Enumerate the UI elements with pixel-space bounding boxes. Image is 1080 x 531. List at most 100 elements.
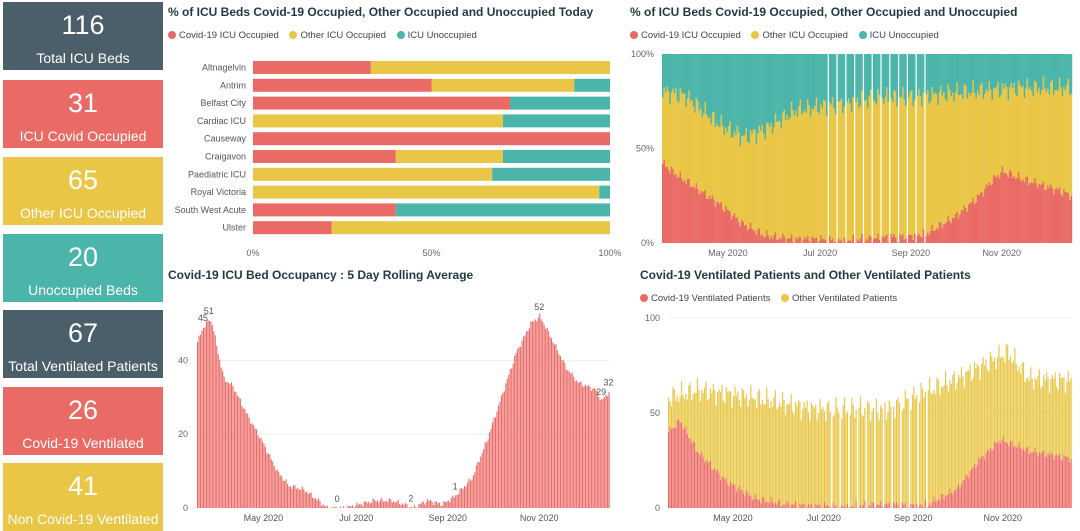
vent-bar-covid [750,495,752,508]
history-bar-unoccupied [792,54,794,111]
history-bar-other [973,93,976,205]
vent-bar-covid [983,459,986,508]
y-tick-label: 20 [178,429,188,439]
history-bar-covid [704,189,707,243]
history-bar-other [686,98,689,179]
vent-bar-covid [727,484,729,508]
vent-bar-other [740,406,742,491]
history-bar-covid [1032,183,1035,243]
history-bar-other [683,93,686,181]
history-bar-unoccupied [913,54,916,101]
vent-bar-covid [893,502,895,508]
vent-bar-covid [904,502,906,508]
history-bar-other [698,110,701,195]
history-bar-other [749,129,752,223]
history-bar-unoccupied [786,54,789,115]
rolling-bar [289,486,292,508]
vent-bar-covid [995,442,997,508]
vent-bar-covid [994,441,996,508]
rolling-bar [253,425,255,508]
rolling-bar [587,385,589,508]
legend-item[interactable]: Covid-19 ICU Occupied [630,30,741,41]
history-bar-covid [1069,199,1071,243]
history-bar-other [951,92,954,218]
history-bar-other [940,86,942,222]
history-bar-other [963,84,966,205]
history-bar-unoccupied [890,54,893,98]
vent-bar-other [691,399,693,444]
rolling-bar [362,506,364,508]
history-bar-unoccupied [979,54,982,86]
rolling-bar [264,446,266,508]
rolling-bar [232,386,234,508]
vent-bar-covid [864,500,866,508]
legend-item[interactable]: Other ICU Occupied [751,30,848,41]
vent-bar-other [1041,386,1043,453]
history-bar-other [1055,89,1058,188]
history-bar-covid [1016,177,1019,243]
history-bar-covid [864,242,866,243]
legend-item[interactable]: ICU Unoccupied [858,30,939,41]
rolling-bar [363,501,365,508]
rolling-bar [469,480,471,508]
vent-bar-other [939,395,941,501]
legend-item[interactable]: Other Ventilated Patients [781,293,897,304]
history-bar-other [779,121,781,238]
history-bar-covid [823,238,825,243]
vent-bar-other [751,397,753,501]
vent-bar-covid [781,505,784,508]
history-bar-unoccupied [1042,54,1045,77]
rolling-bar [306,491,308,508]
history-bar-covid [890,233,893,243]
history-bar-other [992,88,995,176]
history-bar-unoccupied [1051,54,1054,80]
vent-bar-covid [1061,460,1064,508]
history-bar-covid [763,236,765,243]
history-bar-covid [881,236,884,243]
rolling-bar [390,499,392,508]
rolling-bar [376,500,379,508]
vent-bar-covid [715,471,717,508]
vent-bar-other [695,392,697,452]
legend-swatch [640,294,648,302]
history-bar-unoccupied [975,54,978,99]
rolling-bar [285,479,287,508]
vent-bar-covid [1067,456,1069,508]
history-bar-other [682,93,685,182]
vent-bar-other [1014,347,1016,446]
rolling-bar [583,386,585,508]
rolling-bar [548,331,550,508]
rolling-bar [281,476,283,508]
history-bar-covid [783,236,786,243]
vent-bar-covid [1043,449,1045,508]
history-bar-covid [905,238,907,243]
history-bar-covid [787,238,790,243]
history-bar-unoccupied [867,54,869,109]
vent-bar-covid [989,447,991,508]
history-bar-unoccupied [730,54,733,138]
history-bar-other [765,122,768,231]
rolling-bar [294,485,296,508]
history-bar-covid [987,186,989,243]
history-bar-covid [1028,184,1030,243]
history-bar-covid [686,178,689,243]
vent-bar-covid [767,502,769,508]
vent-bar-covid [1034,447,1036,508]
history-bar-other [902,87,904,234]
x-tick-label: May 2020 [244,513,284,523]
history-bar-unoccupied [793,54,796,116]
vent-bar-other [1028,380,1030,455]
legend-item[interactable]: Other ICU Occupied [289,30,386,41]
legend-item[interactable]: Covid-19 Ventilated Patients [640,293,770,304]
history-bar-unoccupied [804,54,806,111]
vent-bar-other [774,390,776,503]
rolling-bar [443,501,445,508]
legend-item[interactable]: Covid-19 ICU Occupied [168,30,279,41]
legend-item[interactable]: ICU Unoccupied [396,30,477,41]
history-bar-covid [834,241,837,243]
history-bar-covid [984,188,986,243]
rolling-bar [347,505,349,508]
history-bar-other [1048,94,1051,188]
vent-bar-other [945,371,947,496]
history-bar-covid [804,236,806,243]
